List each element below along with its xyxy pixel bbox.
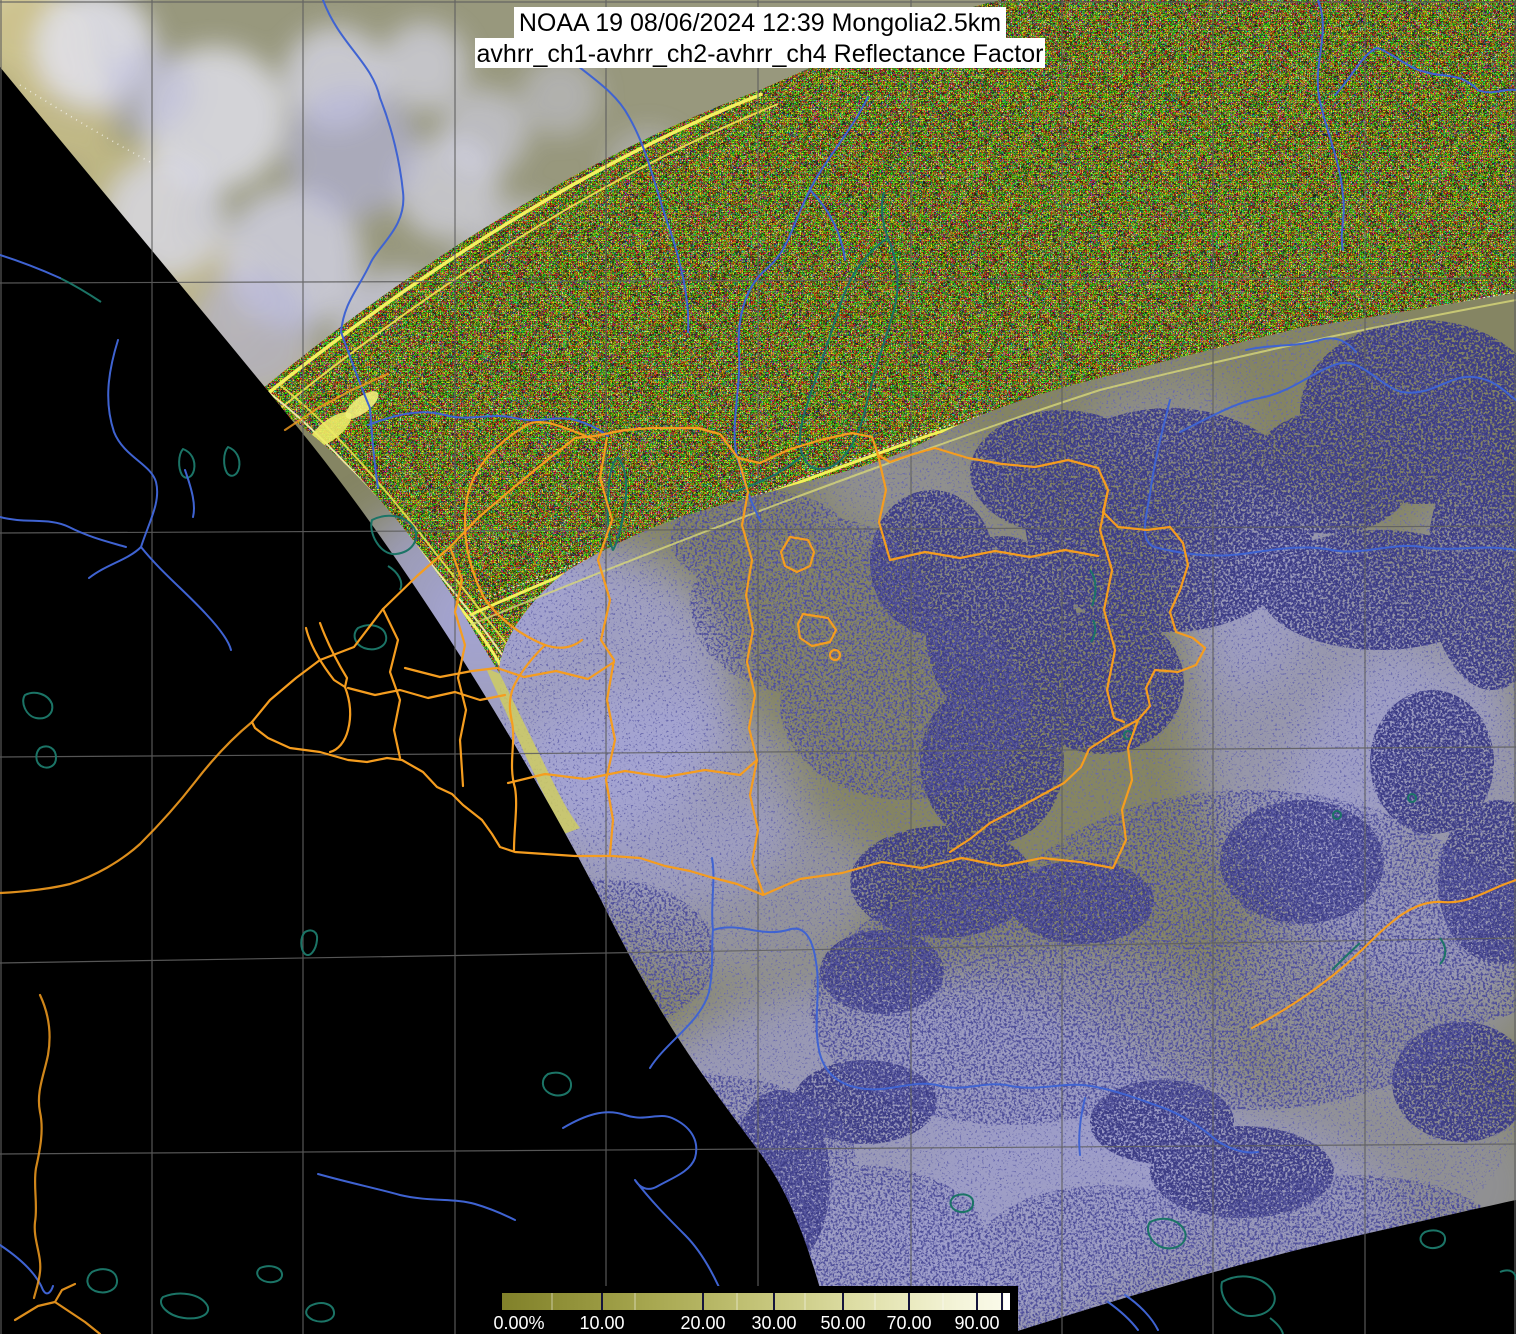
colorbar-label-70: 70.00 <box>886 1313 931 1333</box>
colorbar-label-30: 30.00 <box>751 1313 796 1333</box>
colorbar-label-90: 90.00 <box>954 1313 999 1333</box>
title-line2: avhrr_ch1-avhrr_ch2-avhrr_ch4 Reflectanc… <box>477 40 1044 68</box>
no-data-wedge <box>1008 1200 1516 1334</box>
colorbar: 0.00% 10.00 20.00 30.00 50.00 70.00 90.0… <box>492 1286 1018 1334</box>
colorbar-ticks <box>601 1293 978 1310</box>
title-line1: NOAA 19 08/06/2024 12:39 Mongolia2.5km <box>519 9 1001 37</box>
country-borders <box>0 372 1516 1334</box>
no-data-region <box>0 67 832 1334</box>
mongolia-outline <box>250 426 1207 897</box>
colorbar-label-20: 20.00 <box>680 1313 725 1333</box>
colorbar-label-0: 0.00% <box>493 1313 544 1333</box>
noise-fringe-streak <box>469 299 1516 626</box>
colorbar-labels: 0.00% 10.00 20.00 30.00 50.00 70.00 90.0… <box>492 1312 1001 1334</box>
title-box-line1 <box>514 7 1006 38</box>
lake-outlines <box>22 191 1516 1334</box>
colorbar-label-10: 10.00 <box>579 1313 624 1333</box>
colorbar-gradient <box>502 1293 1010 1310</box>
colorbar-end-cap <box>1004 1293 1010 1310</box>
colorbar-segment-separators <box>551 1293 944 1310</box>
colorbar-label-50: 50.00 <box>820 1313 865 1333</box>
title-overlay: NOAA 19 08/06/2024 12:39 Mongolia2.5km a… <box>475 7 1045 68</box>
title-box-line2 <box>475 38 1045 68</box>
